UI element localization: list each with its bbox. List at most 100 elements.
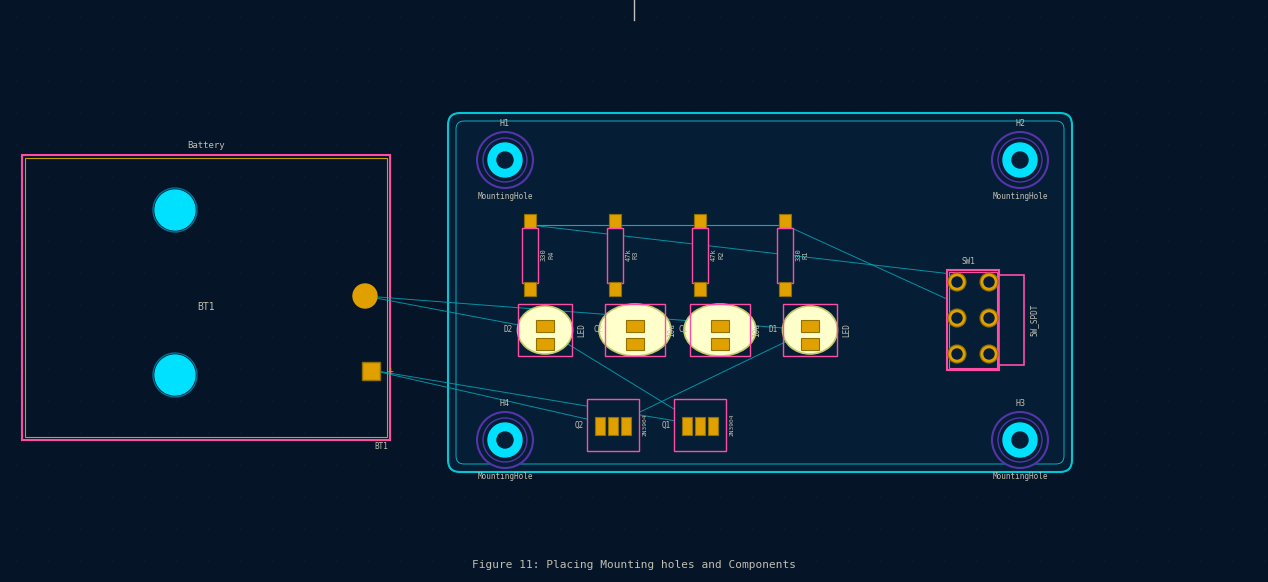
Circle shape: [353, 284, 377, 308]
Text: H3: H3: [1014, 399, 1025, 408]
Bar: [22, 155, 391, 440]
Text: BT1: BT1: [198, 302, 214, 312]
Text: SW1: SW1: [961, 257, 975, 266]
Bar: [682, 417, 692, 435]
Bar: [587, 399, 639, 451]
Circle shape: [984, 349, 994, 359]
Bar: [607, 417, 618, 435]
Text: LED: LED: [577, 323, 586, 337]
Circle shape: [980, 345, 998, 363]
Text: H4: H4: [500, 399, 510, 408]
Circle shape: [483, 138, 527, 182]
Circle shape: [1012, 152, 1028, 168]
Text: Q2: Q2: [574, 421, 585, 430]
Circle shape: [488, 423, 522, 457]
Text: 5W_SPDT: 5W_SPDT: [1030, 304, 1038, 336]
Circle shape: [952, 349, 962, 359]
Bar: [524, 282, 536, 296]
Text: MountingHole: MountingHole: [477, 192, 533, 201]
Text: Q1: Q1: [662, 421, 671, 430]
Bar: [692, 228, 708, 283]
Bar: [694, 214, 706, 228]
Bar: [524, 214, 536, 228]
Circle shape: [155, 190, 195, 230]
Bar: [779, 282, 791, 296]
Text: 10u: 10u: [752, 323, 761, 337]
Ellipse shape: [517, 306, 572, 354]
Bar: [25, 158, 387, 437]
Text: 47k: 47k: [626, 249, 631, 261]
Text: 10u: 10u: [667, 323, 676, 337]
Bar: [711, 320, 729, 332]
Ellipse shape: [683, 304, 756, 356]
Circle shape: [1012, 432, 1028, 448]
Circle shape: [998, 418, 1042, 462]
Text: LED: LED: [842, 323, 851, 337]
Text: D1: D1: [768, 325, 779, 335]
Text: C2: C2: [593, 325, 604, 335]
Text: R4: R4: [548, 251, 554, 259]
Bar: [694, 282, 706, 296]
Circle shape: [992, 132, 1047, 188]
Bar: [626, 338, 644, 350]
Text: Battery: Battery: [188, 141, 224, 150]
Circle shape: [477, 132, 533, 188]
Text: MountingHole: MountingHole: [993, 192, 1047, 201]
Circle shape: [155, 355, 195, 395]
Circle shape: [998, 138, 1042, 182]
Circle shape: [497, 432, 514, 448]
Bar: [695, 417, 705, 435]
Text: C1: C1: [678, 325, 689, 335]
Circle shape: [952, 313, 962, 323]
Bar: [801, 320, 819, 332]
Circle shape: [497, 152, 514, 168]
FancyBboxPatch shape: [448, 113, 1071, 472]
Circle shape: [948, 273, 966, 291]
Bar: [621, 417, 631, 435]
Ellipse shape: [598, 304, 671, 356]
Bar: [948, 272, 997, 368]
Bar: [605, 304, 664, 356]
Bar: [522, 228, 538, 283]
Text: R2: R2: [718, 251, 724, 259]
Circle shape: [980, 309, 998, 327]
Circle shape: [948, 345, 966, 363]
Bar: [536, 338, 554, 350]
Text: BT1: BT1: [374, 442, 388, 451]
Ellipse shape: [782, 306, 837, 354]
Bar: [595, 417, 605, 435]
Circle shape: [1003, 423, 1037, 457]
Text: +: +: [388, 366, 394, 376]
Bar: [609, 214, 621, 228]
Bar: [519, 304, 572, 356]
Bar: [777, 228, 792, 283]
Circle shape: [992, 412, 1047, 468]
Bar: [779, 214, 791, 228]
Bar: [675, 399, 727, 451]
Text: H2: H2: [1014, 119, 1025, 128]
Text: R3: R3: [633, 251, 639, 259]
Bar: [626, 320, 644, 332]
Text: MountingHole: MountingHole: [477, 472, 533, 481]
Bar: [711, 338, 729, 350]
Circle shape: [980, 273, 998, 291]
Text: 47k: 47k: [711, 249, 716, 261]
Text: Figure 11: Placing Mounting holes and Components: Figure 11: Placing Mounting holes and Co…: [472, 560, 796, 570]
Text: H1: H1: [500, 119, 510, 128]
Text: R1: R1: [803, 251, 809, 259]
Bar: [607, 228, 623, 283]
Bar: [999, 275, 1025, 365]
Text: D2: D2: [503, 325, 514, 335]
Bar: [609, 282, 621, 296]
Text: 2N3904: 2N3904: [642, 414, 647, 436]
Bar: [801, 338, 819, 350]
Bar: [947, 270, 999, 370]
Circle shape: [1003, 143, 1037, 177]
Text: 330: 330: [541, 249, 547, 261]
Circle shape: [488, 143, 522, 177]
Circle shape: [984, 277, 994, 287]
Circle shape: [984, 313, 994, 323]
Text: 330: 330: [796, 249, 801, 261]
Bar: [784, 304, 837, 356]
Text: MountingHole: MountingHole: [993, 472, 1047, 481]
